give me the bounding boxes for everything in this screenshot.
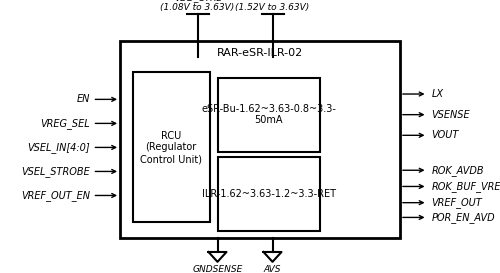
- Text: ROK_AVDB: ROK_AVDB: [432, 165, 484, 176]
- Text: eSR-Bu-1.62~3.63-0.8~3.3-
50mA: eSR-Bu-1.62~3.63-0.8~3.3- 50mA: [202, 104, 336, 126]
- Text: RCU
(Regulator
Control Unit): RCU (Regulator Control Unit): [140, 131, 202, 164]
- Text: ILR-1.62~3.63-1.2~3.3-RET: ILR-1.62~3.63-1.2~3.3-RET: [202, 189, 336, 199]
- Text: VREF_OUT_EN: VREF_OUT_EN: [21, 190, 90, 201]
- Text: LX: LX: [432, 89, 444, 99]
- Text: GNDSENSE: GNDSENSE: [192, 265, 242, 273]
- Text: AVD
(1.52V to 3.63V): AVD (1.52V to 3.63V): [236, 0, 310, 12]
- Text: VSENSE: VSENSE: [432, 110, 470, 120]
- Text: VOUT: VOUT: [432, 130, 459, 140]
- Text: EN: EN: [76, 94, 90, 104]
- Bar: [132, 72, 210, 222]
- Text: VDD_CTRL
(1.08V to 3.63V): VDD_CTRL (1.08V to 3.63V): [160, 0, 234, 12]
- Bar: [120, 41, 400, 238]
- Text: VSEL_STROBE: VSEL_STROBE: [21, 166, 90, 177]
- Text: ROK_BUF_VREG: ROK_BUF_VREG: [432, 181, 500, 192]
- Text: AVS: AVS: [264, 265, 281, 273]
- Text: VSEL_IN[4:0]: VSEL_IN[4:0]: [28, 142, 90, 153]
- Bar: [218, 78, 320, 152]
- Text: VREG_SEL: VREG_SEL: [40, 118, 90, 129]
- Text: POR_EN_AVD: POR_EN_AVD: [432, 212, 495, 223]
- Text: RAR-eSR-ILR-02: RAR-eSR-ILR-02: [217, 48, 303, 58]
- Text: VREF_OUT: VREF_OUT: [432, 197, 482, 208]
- Bar: [218, 157, 320, 231]
